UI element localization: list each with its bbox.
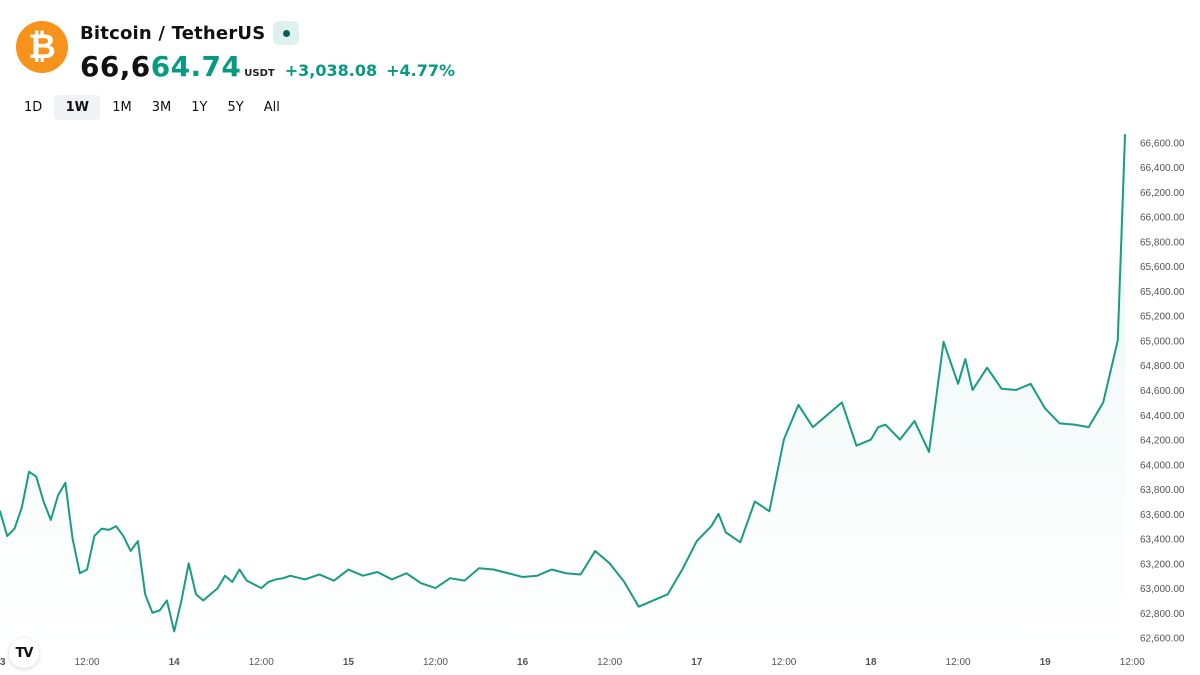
price-prefix: 66,6: [80, 50, 151, 83]
y-tick-label: 63,200.00: [1140, 559, 1185, 570]
y-tick-label: 65,200.00: [1140, 312, 1185, 323]
x-tick-label: 18: [865, 657, 877, 668]
y-tick-label: 66,400.00: [1140, 163, 1185, 174]
y-tick-label: 63,000.00: [1140, 584, 1185, 595]
current-price: 66,664.74: [80, 50, 241, 84]
market-status-icon[interactable]: [273, 21, 300, 45]
x-tick-label: 12:00: [946, 657, 971, 668]
y-tick-label: 62,600.00: [1140, 634, 1185, 645]
ticker-header: ₿ Bitcoin / TetherUS 66,664.74 USDT +3,0…: [16, 20, 464, 90]
y-tick-label: 64,400.00: [1140, 411, 1185, 422]
x-tick-label: 13: [0, 657, 6, 668]
y-tick-label: 64,200.00: [1140, 436, 1185, 447]
tab-all[interactable]: All: [263, 100, 280, 115]
y-tick-label: 65,800.00: [1140, 237, 1185, 248]
x-tick-label: 16: [517, 657, 529, 668]
y-tick-label: 66,200.00: [1140, 188, 1185, 199]
y-tick-label: 64,600.00: [1140, 386, 1185, 397]
price-currency: USDT: [244, 68, 275, 79]
pair-title[interactable]: Bitcoin / TetherUS: [80, 22, 266, 44]
x-tick-label: 15: [343, 657, 355, 668]
y-tick-label: 66,000.00: [1140, 213, 1185, 224]
y-tick-label: 64,800.00: [1140, 361, 1185, 372]
y-tick-label: 65,000.00: [1140, 336, 1185, 347]
y-tick-label: 65,400.00: [1140, 287, 1185, 298]
y-tick-label: 62,800.00: [1140, 609, 1185, 620]
price-line: [0, 133, 1126, 633]
tab-1m[interactable]: 1M: [112, 100, 132, 115]
tradingview-logo-icon[interactable]: TV: [9, 638, 39, 668]
tab-1y[interactable]: 1Y: [191, 100, 208, 115]
ticker-title-row: Bitcoin / TetherUS: [80, 18, 464, 48]
tab-1d[interactable]: 1D: [24, 100, 43, 115]
price-change-percent: +4.77%: [386, 61, 455, 80]
price-suffix: 64.74: [150, 50, 242, 83]
ticker-info: Bitcoin / TetherUS 66,664.74 USDT +3,038…: [80, 18, 464, 84]
price-change-absolute: +3,038.08: [284, 61, 378, 80]
y-tick-label: 64,000.00: [1140, 460, 1185, 471]
x-tick-label: 12:00: [249, 657, 274, 668]
y-tick-label: 63,800.00: [1140, 485, 1185, 496]
x-tick-label: 17: [691, 657, 703, 668]
tab-5y[interactable]: 5Y: [227, 100, 244, 115]
y-tick-label: 65,600.00: [1140, 262, 1185, 273]
time-range-tabs: 1D 1W 1M 3M 1Y 5Y All: [16, 95, 288, 120]
price-row: 66,664.74 USDT +3,038.08 +4.77%: [80, 50, 464, 84]
x-tick-label: 19: [1040, 657, 1052, 668]
x-tick-label: 12:00: [597, 657, 622, 668]
x-tick-label: 14: [169, 657, 181, 668]
x-tick-label: 12:00: [423, 657, 448, 668]
x-tick-label: 12:00: [771, 657, 796, 668]
bitcoin-logo-icon: ₿: [16, 21, 68, 73]
x-tick-label: 12:00: [75, 657, 100, 668]
tab-3m[interactable]: 3M: [151, 100, 172, 115]
market-status-dot: [282, 29, 290, 37]
y-tick-label: 66,600.00: [1140, 138, 1185, 149]
y-tick-label: 63,600.00: [1140, 510, 1185, 521]
bitcoin-logo-symbol: ₿: [28, 27, 56, 67]
x-tick-label: 12:00: [1120, 657, 1145, 668]
y-tick-label: 63,400.00: [1140, 535, 1185, 546]
tab-1w[interactable]: 1W: [54, 95, 101, 120]
price-area: [0, 134, 1125, 650]
